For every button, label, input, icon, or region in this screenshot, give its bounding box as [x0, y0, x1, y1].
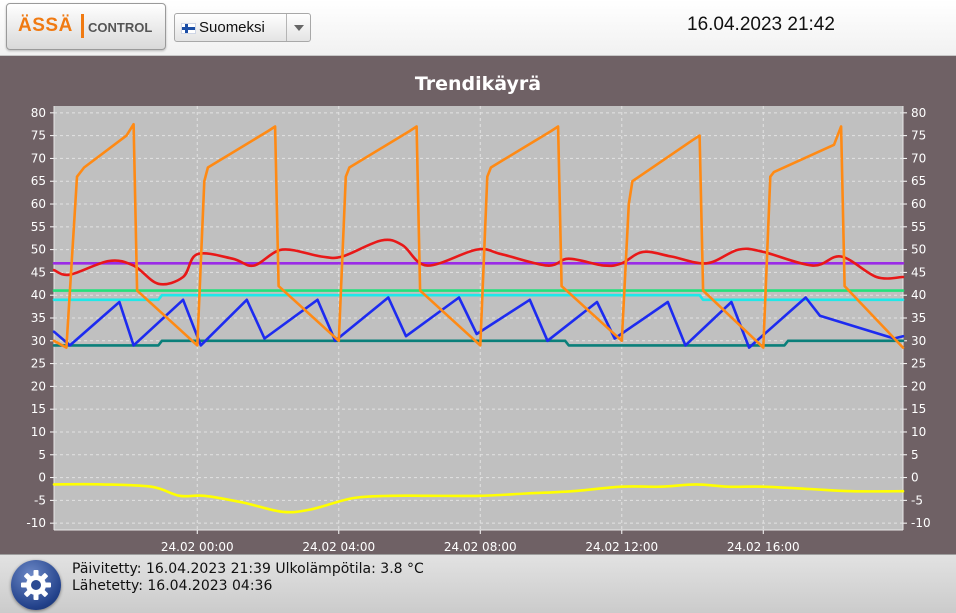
status-line-1: Päivitetty: 16.04.2023 21:39 Ulkolämpöti…	[72, 561, 424, 577]
settings-button[interactable]	[11, 560, 61, 610]
y-axis-right: -10 -5 0 5 10 15 20 25 30 35 40 45 50 55 60 65 70 75 80	[902, 106, 931, 530]
y-tick-label-right: 30	[911, 334, 926, 348]
y-tick-label-right: 25	[911, 357, 926, 371]
logo-brand: ÄSSÄ	[18, 15, 73, 36]
x-tick-label: 24.02 16:00	[727, 540, 800, 554]
y-tick-label-right: 5	[911, 448, 919, 462]
y-tick-label-right: 55	[911, 220, 926, 234]
chevron-down-icon[interactable]	[286, 14, 310, 41]
sent-value: 16.04.2023 04:36	[147, 578, 273, 594]
trend-panel: Trendikäyrä -10 -5 0 5 10 15 20 25 30 35 40 45 50 55 6…	[0, 56, 956, 554]
y-tick-label-right: 15	[911, 402, 926, 416]
y-tick-label-left: 50	[31, 243, 46, 257]
outdoor-temp-value: 3.8 °C	[380, 561, 424, 577]
y-tick-label-right: 10	[911, 425, 926, 439]
logo-separator	[81, 14, 84, 38]
y-tick-label-left: 65	[31, 174, 46, 188]
y-tick-label-right: 75	[911, 129, 926, 143]
language-select[interactable]: Suomeksi	[174, 13, 311, 42]
sent-label: Lähetetty:	[72, 578, 143, 594]
language-label: Suomeksi	[199, 19, 265, 36]
y-tick-label-left: 5	[38, 448, 46, 462]
y-tick-label-left: -5	[34, 493, 46, 507]
y-tick-label-right: 60	[911, 197, 926, 211]
y-tick-label-right: 35	[911, 311, 926, 325]
y-tick-label-left: 10	[31, 425, 46, 439]
y-tick-label-right: 65	[911, 174, 926, 188]
gear-icon	[21, 570, 51, 600]
y-tick-label-right: 45	[911, 265, 926, 279]
series-line-3	[52, 293, 905, 302]
x-tick-label: 24.02 04:00	[302, 540, 375, 554]
outdoor-temp-label: Ulkolämpötila:	[275, 561, 376, 577]
y-tick-label-left: -10	[26, 516, 46, 530]
y-tick-label-right: 70	[911, 151, 926, 165]
y-tick-label-right: 80	[911, 106, 926, 120]
series-line-6	[52, 296, 905, 349]
y-tick-label-left: 55	[31, 220, 46, 234]
y-tick-label-left: 40	[31, 288, 46, 302]
y-tick-label-right: 0	[911, 471, 919, 485]
y-tick-label-right: -10	[911, 516, 931, 530]
updated-label: Päivitetty:	[72, 561, 142, 577]
y-tick-label-left: 75	[31, 129, 46, 143]
updated-value: 16.04.2023 21:39	[145, 561, 271, 577]
y-tick-label-left: 0	[38, 471, 46, 485]
top-bar: ÄSSÄ CONTROL Suomeksi 16.04.2023 21:42	[0, 0, 956, 56]
y-tick-label-left: 25	[31, 357, 46, 371]
plot-background	[54, 106, 903, 530]
finnish-flag-icon	[181, 23, 196, 34]
y-tick-label-left: 30	[31, 334, 46, 348]
y-tick-label-left: 20	[31, 379, 46, 393]
y-tick-label-right: 40	[911, 288, 926, 302]
y-tick-label-left: 35	[31, 311, 46, 325]
x-tick-label: 24.02 00:00	[161, 540, 234, 554]
y-tick-label-right: -5	[911, 493, 923, 507]
status-footer: Päivitetty: 16.04.2023 21:39 Ulkolämpöti…	[0, 554, 956, 613]
chart-title: Trendikäyrä	[414, 73, 542, 95]
y-tick-label-left: 70	[31, 151, 46, 165]
y-tick-label-right: 50	[911, 243, 926, 257]
y-tick-label-left: 60	[31, 197, 46, 211]
y-tick-label-left: 15	[31, 402, 46, 416]
current-datetime: 16.04.2023 21:42	[687, 14, 835, 35]
series-line-4	[52, 339, 905, 347]
series-line-5	[52, 238, 905, 286]
y-tick-label-left: 45	[31, 265, 46, 279]
y-axis-left: -10 -5 0 5 10 15 20 25 30 35 40 45 50 55 60 65 70 75 80	[26, 106, 55, 530]
series-line-7	[52, 122, 905, 349]
x-tick-label: 24.02 08:00	[444, 540, 517, 554]
y-tick-label-right: 20	[911, 379, 926, 393]
series-lines	[52, 122, 905, 514]
logo-sub: CONTROL	[88, 20, 153, 35]
assa-control-logo[interactable]: ÄSSÄ CONTROL	[6, 3, 166, 50]
x-axis: 24.02 00:00 24.02 04:00 24.02 08:00 24.02 1…	[54, 529, 903, 554]
status-line-2: Lähetetty: 16.04.2023 04:36	[72, 578, 272, 594]
x-tick-label: 24.02 12:00	[585, 540, 658, 554]
series-line-8	[52, 482, 905, 514]
y-tick-label-left: 80	[31, 106, 46, 120]
